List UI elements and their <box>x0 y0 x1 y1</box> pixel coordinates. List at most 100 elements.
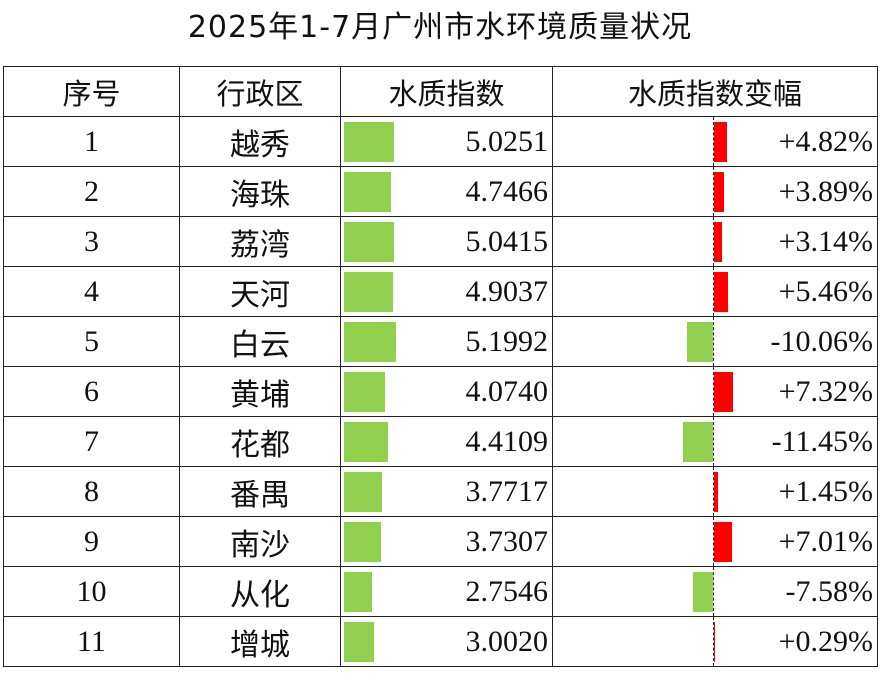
row-index: 7 <box>3 416 180 467</box>
row-change-cell: +4.82% <box>552 116 878 167</box>
row-index: 1 <box>3 116 180 167</box>
quality-index-bar <box>344 272 394 312</box>
zero-axis-line <box>713 467 714 516</box>
row-index: 10 <box>3 566 180 617</box>
quality-index-bar <box>344 572 372 612</box>
change-bar <box>714 172 725 212</box>
change-value: -11.45% <box>771 425 873 458</box>
row-index: 4 <box>3 266 180 317</box>
header-index-change: 水质指数变幅 <box>552 66 878 117</box>
row-quality-index-cell: 3.0020 <box>340 616 553 667</box>
change-value: +1.45% <box>778 475 873 508</box>
quality-index-value: 4.0740 <box>465 375 549 408</box>
quality-index-value: 3.7717 <box>465 475 549 508</box>
zero-axis-line <box>713 567 714 616</box>
quality-index-value: 3.0020 <box>465 625 549 658</box>
row-index: 6 <box>3 366 180 417</box>
zero-axis-line <box>713 517 714 566</box>
row-change-cell: +3.89% <box>552 166 878 217</box>
quality-index-value: 4.9037 <box>465 275 549 308</box>
row-index: 3 <box>3 216 180 267</box>
change-bar <box>714 472 718 512</box>
header-quality-index: 水质指数 <box>340 66 553 117</box>
row-district: 增城 <box>179 616 341 667</box>
change-bar <box>714 222 723 262</box>
change-value: +7.32% <box>778 375 873 408</box>
change-bar <box>686 322 713 362</box>
row-district: 海珠 <box>179 166 341 217</box>
header-district: 行政区 <box>179 66 341 117</box>
row-index: 11 <box>3 616 180 667</box>
quality-index-bar <box>344 172 392 212</box>
row-change-cell: +5.46% <box>552 266 878 317</box>
change-value: +7.01% <box>778 525 873 558</box>
table-row: 2 海珠 4.7466 +3.89% <box>3 166 878 217</box>
zero-axis-line <box>713 267 714 316</box>
quality-index-value: 5.1992 <box>465 325 549 358</box>
table-header-row: 序号 行政区 水质指数 水质指数变幅 <box>3 66 878 117</box>
quality-index-bar <box>344 222 395 262</box>
table-row: 11 增城 3.0020 +0.29% <box>3 616 878 667</box>
row-change-cell: +7.32% <box>552 366 878 417</box>
change-value: +0.29% <box>778 625 873 658</box>
row-district: 番禺 <box>179 466 341 517</box>
quality-index-bar <box>344 122 395 162</box>
row-quality-index-cell: 4.0740 <box>340 366 553 417</box>
row-district: 越秀 <box>179 116 341 167</box>
zero-axis-line <box>713 417 714 466</box>
table-body: 1 越秀 5.0251 +4.82% 2 海珠 4.7466 +3.89% 3 荔湾 5.0415 +… <box>3 116 878 667</box>
row-district: 荔湾 <box>179 216 341 267</box>
row-quality-index-cell: 3.7717 <box>340 466 553 517</box>
table-row: 9 南沙 3.7307 +7.01% <box>3 516 878 567</box>
quality-index-bar <box>344 472 382 512</box>
change-bar <box>714 372 734 412</box>
quality-index-value: 4.7466 <box>465 175 549 208</box>
zero-axis-line <box>713 117 714 166</box>
row-change-cell: +0.29% <box>552 616 878 667</box>
row-change-cell: +3.14% <box>552 216 878 267</box>
table-row: 7 花都 4.4109 -11.45% <box>3 416 878 467</box>
quality-index-value: 3.7307 <box>465 525 549 558</box>
water-quality-table: 序号 行政区 水质指数 水质指数变幅 1 越秀 5.0251 +4.82% 2 海珠 4.7… <box>3 66 878 667</box>
quality-index-bar <box>344 622 375 662</box>
row-change-cell: -10.06% <box>552 316 878 367</box>
table-row: 10 从化 2.7546 -7.58% <box>3 566 878 617</box>
zero-axis-line <box>713 217 714 266</box>
quality-index-value: 2.7546 <box>465 575 549 608</box>
quality-index-bar <box>344 522 382 562</box>
row-index: 9 <box>3 516 180 567</box>
change-value: +5.46% <box>778 275 873 308</box>
table-row: 8 番禺 3.7717 +1.45% <box>3 466 878 517</box>
change-value: -10.06% <box>770 325 873 358</box>
table-row: 5 白云 5.1992 -10.06% <box>3 316 878 367</box>
row-district: 黄埔 <box>179 366 341 417</box>
change-bar <box>714 622 715 662</box>
quality-index-value: 5.0251 <box>465 125 549 158</box>
table-row: 1 越秀 5.0251 +4.82% <box>3 116 878 167</box>
zero-axis-line <box>713 367 714 416</box>
row-district: 花都 <box>179 416 341 467</box>
row-change-cell: +7.01% <box>552 516 878 567</box>
zero-axis-line <box>713 167 714 216</box>
zero-axis-line <box>713 617 714 666</box>
quality-index-bar <box>344 322 396 362</box>
row-district: 从化 <box>179 566 341 617</box>
row-change-cell: -7.58% <box>552 566 878 617</box>
quality-index-value: 5.0415 <box>465 225 549 258</box>
row-quality-index-cell: 4.9037 <box>340 266 553 317</box>
table-row: 4 天河 4.9037 +5.46% <box>3 266 878 317</box>
change-bar <box>714 272 729 312</box>
row-quality-index-cell: 5.0415 <box>340 216 553 267</box>
row-quality-index-cell: 5.0251 <box>340 116 553 167</box>
row-index: 8 <box>3 466 180 517</box>
change-bar <box>714 522 733 562</box>
quality-index-value: 4.4109 <box>465 425 549 458</box>
change-value: +3.14% <box>778 225 873 258</box>
table-row: 6 黄埔 4.0740 +7.32% <box>3 366 878 417</box>
row-quality-index-cell: 4.7466 <box>340 166 553 217</box>
row-index: 2 <box>3 166 180 217</box>
row-district: 天河 <box>179 266 341 317</box>
row-index: 5 <box>3 316 180 367</box>
row-district: 白云 <box>179 316 341 367</box>
